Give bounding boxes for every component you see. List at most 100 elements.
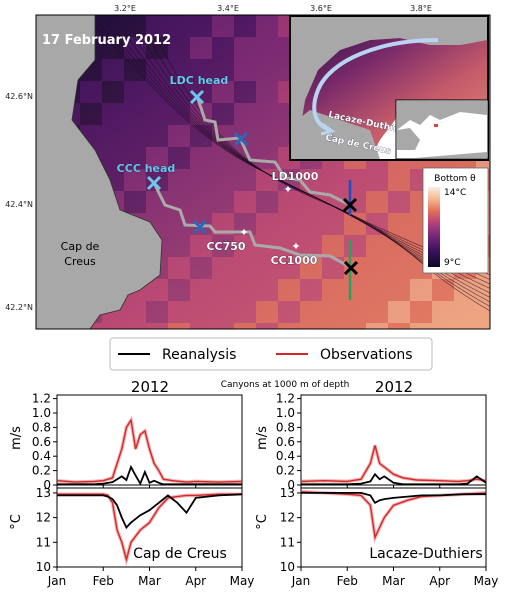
heat-cell xyxy=(102,147,124,169)
x-tick-label: Jan xyxy=(291,574,311,588)
heat-cell xyxy=(124,169,146,191)
heat-cell xyxy=(146,103,168,125)
heat-cell xyxy=(102,125,124,147)
bathymetry-contour xyxy=(125,34,490,294)
heat-cell xyxy=(366,301,388,323)
inset-land-north xyxy=(291,17,487,140)
heat-cell xyxy=(432,301,454,323)
y-tick-label: 12 xyxy=(280,511,295,525)
ccc-transect xyxy=(152,182,353,270)
heat-cell xyxy=(388,279,410,301)
series-observations xyxy=(56,418,243,483)
map-panel: 3.2°E 3.4°E 3.6°E 3.8°E 42.6°N 42.4°N 42… xyxy=(5,4,491,330)
heat-cell xyxy=(410,323,432,329)
heat-cell xyxy=(234,191,256,213)
lat-tick-3: 42.2°N xyxy=(5,303,33,312)
heat-cell xyxy=(388,191,410,213)
heat-cell xyxy=(256,37,278,59)
cc750-star: ✦ xyxy=(239,226,248,239)
heat-cell xyxy=(212,301,234,323)
heat-cell xyxy=(234,15,256,37)
colorbar-min: 9°C xyxy=(444,258,461,268)
ccc-mid-marker xyxy=(192,219,208,235)
cc1000-star: ✦ xyxy=(291,240,300,253)
heat-cell xyxy=(212,37,234,59)
x-tick-label: Apr xyxy=(429,574,450,588)
y-tick-label: 0.4 xyxy=(32,449,51,463)
heat-cell xyxy=(124,191,146,213)
heat-cell xyxy=(168,37,190,59)
heat-cell xyxy=(322,323,344,329)
heat-cell xyxy=(344,169,366,191)
date-label: 17 February 2012 xyxy=(42,33,171,48)
plot-frame xyxy=(56,487,243,568)
heat-cell xyxy=(102,59,124,81)
heat-cell xyxy=(124,301,146,323)
x-tick-label: Apr xyxy=(185,574,206,588)
heat-cell xyxy=(168,257,190,279)
y-tick-label: 0.6 xyxy=(32,435,51,449)
heat-cell xyxy=(234,59,256,81)
y-tick-label: 0.4 xyxy=(276,449,295,463)
colorbar: Bottom θ 14°C 9°C xyxy=(422,167,489,274)
heat-cell xyxy=(278,191,300,213)
heat-cell xyxy=(344,235,366,257)
y-tick-label: 0.6 xyxy=(276,435,295,449)
heat-cell xyxy=(366,257,388,279)
heat-cell xyxy=(146,125,168,147)
x-tick-label: May xyxy=(474,574,499,588)
y-tick-label: 1.2 xyxy=(32,392,51,406)
heat-cell xyxy=(256,213,278,235)
y-tick-label: 1.2 xyxy=(276,392,295,406)
heat-cell xyxy=(212,81,234,103)
overview-land-iberia xyxy=(397,128,420,150)
colorbar-max: 14°C xyxy=(444,188,466,198)
heat-cell xyxy=(190,15,212,37)
heat-cell xyxy=(212,103,234,125)
heat-cell xyxy=(432,279,454,301)
lat-tick-1: 42.6°N xyxy=(5,92,33,101)
heat-cell xyxy=(476,279,490,301)
heat-cell xyxy=(278,213,300,235)
heat-cell xyxy=(322,257,344,279)
heat-cell xyxy=(212,323,234,329)
ld1000-star: ✦ xyxy=(283,183,292,196)
legend-label-observations: Observations xyxy=(320,347,413,363)
series-observations xyxy=(300,445,487,483)
heat-cell xyxy=(124,323,146,329)
left-year-title: 2012 xyxy=(131,378,169,396)
land-label-line2: Creus xyxy=(64,255,96,268)
heat-cell xyxy=(454,323,476,329)
heat-cell xyxy=(388,169,410,191)
cc750-label: CC750 xyxy=(206,240,245,253)
heat-cell xyxy=(168,213,190,235)
heat-cell xyxy=(322,301,344,323)
heat-cell xyxy=(366,191,388,213)
heat-cell xyxy=(344,323,366,329)
overview-highlight xyxy=(434,124,438,127)
heat-cell xyxy=(234,279,256,301)
right-speed-panel: 00.20.40.60.81.01.2 xyxy=(276,392,487,492)
heat-cell xyxy=(388,257,410,279)
heat-cell xyxy=(256,279,278,301)
heat-cell xyxy=(322,235,344,257)
x-tick-label: Mar xyxy=(382,574,405,588)
heat-cell xyxy=(212,59,234,81)
heat-cell xyxy=(256,169,278,191)
heat-cell xyxy=(256,81,278,103)
heat-cell xyxy=(432,323,454,329)
heat-cell xyxy=(256,103,278,125)
plot-frame xyxy=(56,394,243,486)
heat-cell xyxy=(102,103,124,125)
heat-cell xyxy=(256,147,278,169)
y-tick-label: 0 xyxy=(43,478,51,492)
left-temp-ylabel: °C xyxy=(9,514,24,530)
ldc-transect xyxy=(195,95,351,207)
inset-arrow-head xyxy=(320,122,336,136)
y-tick-label: 12 xyxy=(36,511,51,525)
cc1000-label: CC1000 xyxy=(271,254,318,267)
heat-cell xyxy=(80,81,102,103)
heat-cell xyxy=(146,301,168,323)
heat-cell xyxy=(80,103,102,125)
